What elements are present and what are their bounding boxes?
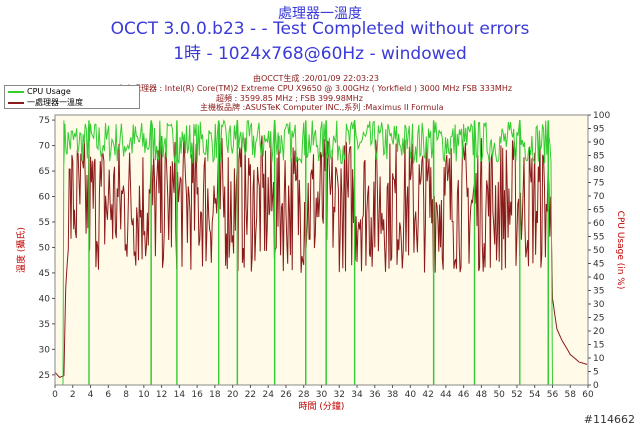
y-right-tick-label: 35 (593, 287, 604, 297)
y-left-tick-label: 55 (39, 218, 50, 228)
y-axis-left-title: 溫度 (攝氏) (15, 227, 27, 273)
cpu-usage-line (55, 119, 588, 386)
y-right-tick-label: 5 (593, 368, 599, 378)
y-right-tick-label: 40 (593, 273, 605, 283)
y-right-tick-label: 20 (593, 327, 605, 337)
x-tick-label: 14 (174, 390, 186, 400)
y-left-tick-label: 30 (39, 345, 51, 355)
x-tick-label: 2 (70, 390, 76, 400)
x-tick-label: 8 (123, 390, 129, 400)
x-tick-label: 0 (52, 390, 58, 400)
y-left-tick-label: 45 (39, 269, 50, 279)
x-tick-label: 52 (511, 390, 522, 400)
x-tick-label: 50 (493, 390, 505, 400)
y-axis-right-title: CPU Usage (in %) (615, 211, 625, 290)
x-tick-label: 58 (565, 390, 577, 400)
x-tick-label: 54 (529, 390, 541, 400)
y-right-tick-label: 15 (593, 341, 604, 351)
y-right-tick-label: 0 (593, 381, 599, 391)
x-tick-label: 42 (422, 390, 433, 400)
x-tick-label: 22 (245, 390, 256, 400)
cpu-usage-series (55, 119, 588, 386)
y-right-tick-label: 25 (593, 314, 604, 324)
legend: CPU Usage 一處理器一溫度 (4, 85, 140, 109)
y-left-tick-label: 25 (39, 371, 50, 381)
generated-info: 由OCCT生成 :20/01/09 22:03:23 (253, 74, 379, 83)
axes: 0 2 4 6 8 10 12 14 16 18 20 22 24 26 28 30 32 34 36 38 40 42 4… (39, 111, 611, 400)
y-right-tick-label: 45 (593, 260, 604, 270)
y-right-tick-label: 65 (593, 206, 604, 216)
y-right-tick-label: 70 (593, 192, 605, 202)
x-tick-label: 16 (191, 390, 203, 400)
x-tick-label: 32 (334, 390, 345, 400)
legend-swatch-cpu-usage (8, 90, 24, 93)
y-left-tick-label: 75 (39, 116, 50, 126)
y-right-tick-label: 75 (593, 179, 604, 189)
x-axis-title: 時間 (分鐘) (299, 400, 345, 412)
x-tick-label: 30 (316, 390, 328, 400)
y-right-tick-label: 95 (593, 125, 604, 135)
y-left-tick-label: 35 (39, 320, 50, 330)
x-tick-label: 34 (351, 390, 363, 400)
y-left-tick-label: 50 (39, 243, 51, 253)
x-tick-label: 44 (440, 390, 452, 400)
legend-entry-temperature: 一處理器一溫度 (8, 97, 83, 108)
temperature-series (54, 135, 588, 378)
legend-label-cpu-usage: CPU Usage (27, 87, 71, 96)
y-right-tick-label: 100 (593, 111, 610, 121)
x-tick-label: 20 (227, 390, 239, 400)
temperature-line (54, 135, 588, 378)
y-left-tick-label: 40 (39, 294, 51, 304)
y-left-tick-label: 70 (39, 142, 51, 152)
x-tick-label: 46 (458, 390, 470, 400)
chart-subtitle: OCCT 3.0.0.b23 - - Test Completed withou… (110, 19, 530, 39)
x-tick-label: 18 (209, 390, 221, 400)
y-right-tick-label: 30 (593, 300, 605, 310)
clock-info: 超頻 : 3599.85 MHz ; FSB 399.98MHz (216, 94, 363, 103)
board-info: 主機板品牌 :ASUSTeK Computer INC.,系列 :Maximus… (200, 103, 444, 112)
y-right-tick-label: 55 (593, 233, 604, 243)
x-tick-label: 6 (105, 390, 111, 400)
x-tick-label: 60 (582, 390, 594, 400)
x-tick-label: 40 (405, 390, 417, 400)
x-tick-label: 36 (369, 390, 381, 400)
y-right-tick-label: 90 (593, 138, 605, 148)
legend-entry-cpu-usage: CPU Usage (8, 87, 71, 96)
x-tick-label: 38 (387, 390, 399, 400)
y-left-tick-label: 60 (39, 193, 51, 203)
x-tick-label: 4 (88, 390, 94, 400)
x-tick-label: 28 (298, 390, 310, 400)
y-right-tick-label: 50 (593, 246, 605, 256)
y-right-tick-label: 80 (593, 165, 605, 175)
chart-mode: 1時 - 1024x768@60Hz - windowed (173, 44, 467, 64)
watermark: #114662 (583, 413, 635, 426)
y-right-tick-label: 10 (593, 354, 605, 364)
legend-label-temperature: 一處理器一溫度 (27, 98, 83, 107)
x-tick-label: 24 (262, 390, 274, 400)
x-tick-label: 56 (547, 390, 559, 400)
y-left-tick-label: 65 (39, 167, 50, 177)
x-tick-label: 12 (156, 390, 167, 400)
y-right-tick-label: 60 (593, 219, 605, 229)
legend-swatch-temperature (8, 101, 24, 104)
cpu-info: 中央處理器 : Intel(R) Core(TM)2 Extreme CPU X… (117, 84, 513, 93)
y-right-tick-label: 85 (593, 152, 604, 162)
x-tick-label: 10 (138, 390, 150, 400)
x-tick-label: 48 (476, 390, 488, 400)
chart-title: 處理器一溫度 (278, 6, 362, 22)
x-tick-label: 26 (280, 390, 292, 400)
